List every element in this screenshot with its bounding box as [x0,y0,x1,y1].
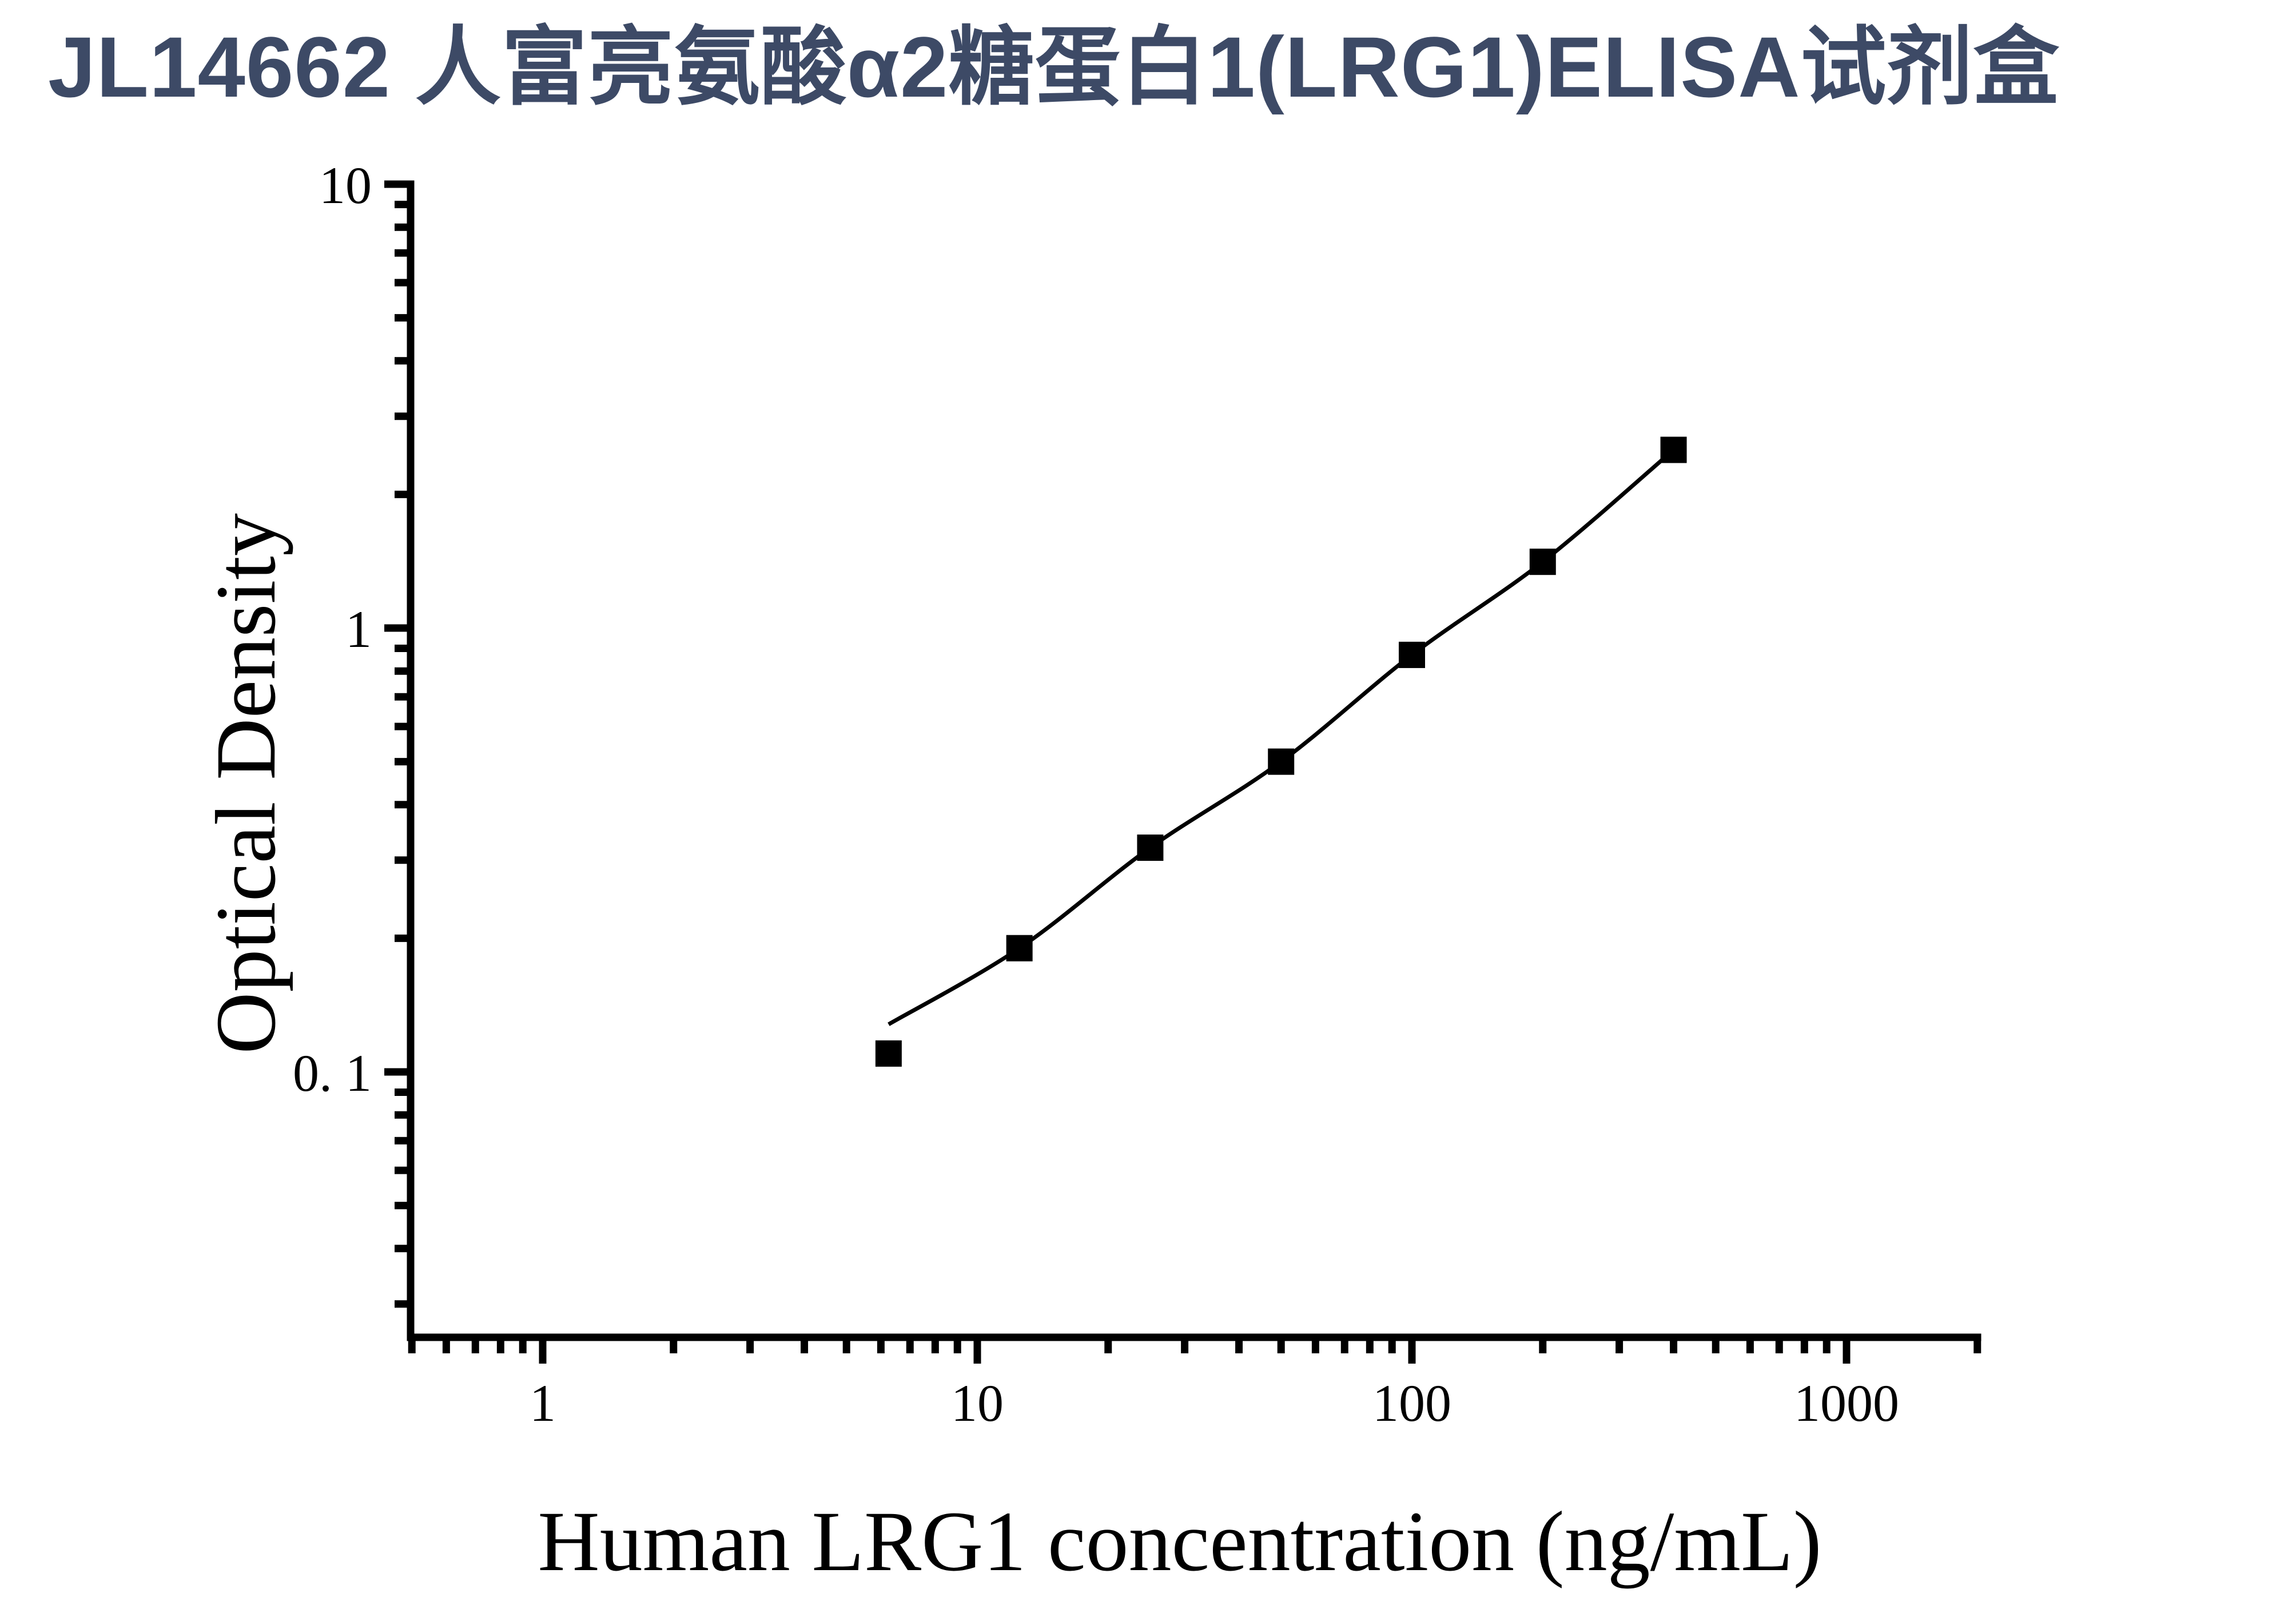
data-point-marker [1006,935,1033,962]
data-point-marker [1660,436,1687,463]
y-axis-title: Optical Density [198,513,293,1054]
y-tick-label: 0. 1 [293,1044,372,1102]
data-point-marker [1268,748,1295,775]
data-point-marker [1529,549,1556,575]
x-tick-label: 10 [951,1374,1004,1432]
page-title: JL14662 人富亮氨酸α2糖蛋白1(LRG1)ELISA试剂盒 [48,19,2060,115]
x-tick-label: 1000 [1794,1374,1899,1432]
x-tick-label: 1 [530,1374,556,1432]
y-tick-label: 1 [345,600,372,658]
x-tick-label: 100 [1372,1374,1451,1432]
data-point-marker [1137,835,1164,861]
data-point-marker [875,1040,902,1067]
x-axis-title: Human LRG1 concentration (ng/mL) [538,1494,1821,1589]
y-tick-label: 10 [319,156,372,214]
data-point-marker [1399,641,1425,668]
